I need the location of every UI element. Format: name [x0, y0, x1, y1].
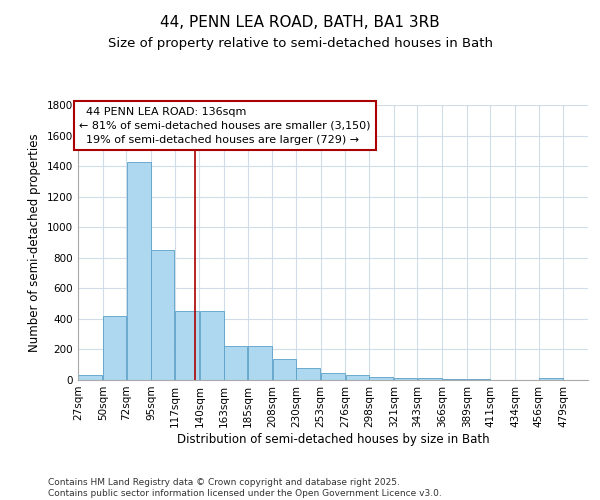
Bar	[346, 376, 369, 380]
Text: 44 PENN LEA ROAD: 136sqm
← 81% of semi-detached houses are smaller (3,150)
  19%: 44 PENN LEA ROAD: 136sqm ← 81% of semi-d…	[79, 106, 371, 144]
Bar	[248, 346, 272, 380]
Bar	[418, 378, 442, 380]
Bar	[127, 162, 151, 380]
Bar	[200, 311, 224, 380]
Text: 44, PENN LEA ROAD, BATH, BA1 3RB: 44, PENN LEA ROAD, BATH, BA1 3RB	[160, 15, 440, 30]
Bar	[467, 379, 490, 380]
Bar	[539, 378, 563, 380]
Bar	[321, 373, 345, 380]
Bar	[151, 250, 175, 380]
Bar	[296, 368, 320, 380]
Text: Contains HM Land Registry data © Crown copyright and database right 2025.
Contai: Contains HM Land Registry data © Crown c…	[48, 478, 442, 498]
Y-axis label: Number of semi-detached properties: Number of semi-detached properties	[28, 133, 41, 352]
Bar	[224, 346, 247, 380]
X-axis label: Distribution of semi-detached houses by size in Bath: Distribution of semi-detached houses by …	[176, 432, 490, 446]
Bar	[442, 379, 466, 380]
Text: Size of property relative to semi-detached houses in Bath: Size of property relative to semi-detach…	[107, 38, 493, 51]
Bar	[78, 376, 103, 380]
Bar	[272, 358, 296, 380]
Bar	[103, 316, 126, 380]
Bar	[175, 311, 199, 380]
Bar	[394, 378, 417, 380]
Bar	[369, 377, 394, 380]
